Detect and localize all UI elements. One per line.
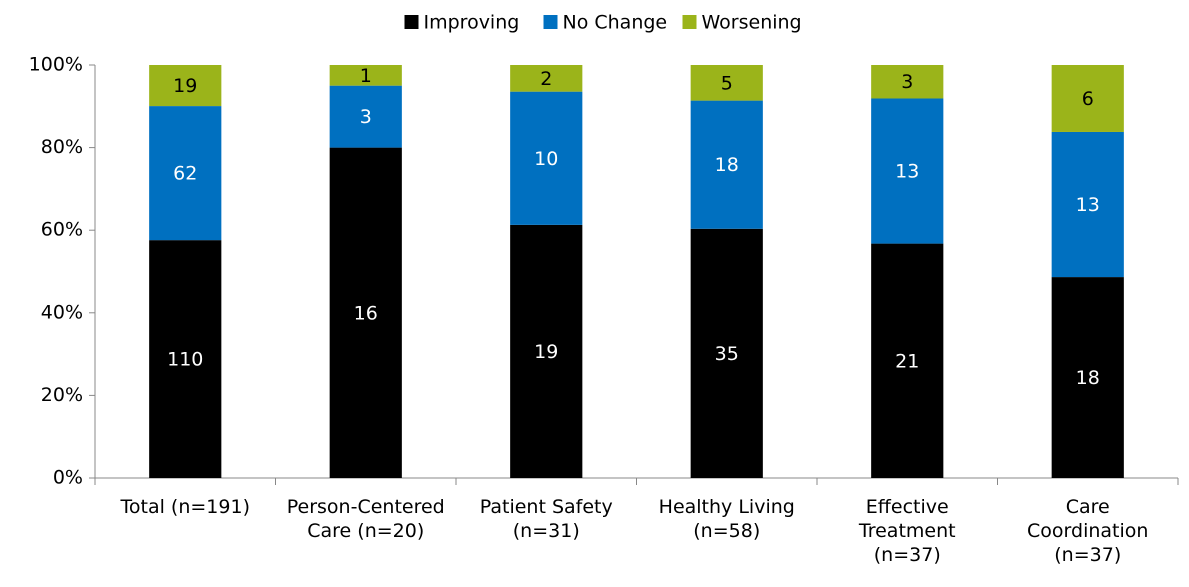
legend-label: No Change	[563, 12, 668, 34]
bar-segment	[149, 65, 222, 107]
value-label: 19	[534, 341, 558, 363]
bar-segment	[510, 224, 583, 478]
x-tick-label: Total (n=191)	[120, 496, 250, 518]
y-tick-label: 40%	[41, 301, 83, 323]
y-tick-label: 60%	[41, 219, 83, 241]
legend-label: Worsening	[702, 12, 802, 34]
bar-segment	[690, 65, 763, 101]
value-label: 3	[360, 106, 372, 128]
value-label: 19	[173, 75, 197, 97]
legend-label: Improving	[424, 12, 520, 34]
value-label: 5	[721, 72, 733, 94]
value-label: 18	[1076, 367, 1100, 389]
bar-segment	[871, 65, 944, 99]
bar-segment	[871, 98, 944, 244]
x-tick-label: Care Coordination (n=37)	[1027, 496, 1149, 566]
y-tick-label: 0%	[53, 467, 83, 489]
bar-segment	[1051, 65, 1124, 132]
value-label: 1	[360, 65, 372, 87]
bar-segment	[329, 147, 402, 478]
x-tick-label: Patient Safety (n=31)	[479, 496, 613, 542]
bar-segment	[149, 106, 222, 241]
bar-segment	[1051, 277, 1124, 478]
legend-swatch	[404, 15, 419, 29]
value-label: 3	[901, 71, 913, 93]
bar-segment	[690, 228, 763, 478]
y-tick-label: 100%	[29, 54, 83, 76]
value-label: 110	[167, 349, 203, 371]
value-label: 62	[173, 163, 197, 185]
bar-segment	[1051, 131, 1124, 278]
value-label: 35	[715, 343, 739, 365]
x-tick-label: Healthy Living (n=58)	[658, 496, 795, 542]
value-label: 10	[534, 148, 558, 170]
bar-segment	[329, 85, 402, 148]
y-tick-label: 20%	[41, 384, 83, 406]
bar-segment	[510, 65, 583, 92]
bar-segment	[149, 240, 222, 478]
bar-segment	[510, 91, 583, 225]
value-label: 13	[1076, 194, 1100, 216]
x-tick-label: Person-Centered Care (n=20)	[286, 496, 445, 542]
bar-segment	[690, 100, 763, 229]
legend-swatch	[682, 15, 697, 29]
x-tick-label: Effective Treatment (n=37)	[858, 496, 956, 566]
bar-segment	[871, 243, 944, 478]
legend-swatch	[543, 15, 558, 29]
bar-segment	[329, 65, 402, 86]
y-tick-label: 80%	[41, 136, 83, 158]
value-label: 21	[895, 350, 919, 372]
value-label: 2	[540, 68, 552, 90]
value-label: 13	[895, 161, 919, 183]
value-label: 18	[715, 154, 739, 176]
value-label: 16	[354, 302, 378, 324]
value-label: 6	[1082, 88, 1094, 110]
